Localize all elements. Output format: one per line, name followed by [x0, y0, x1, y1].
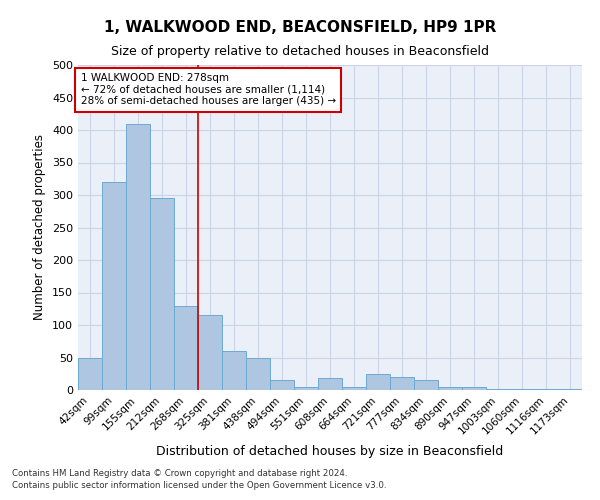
Y-axis label: Number of detached properties: Number of detached properties [34, 134, 46, 320]
Bar [486, 388, 510, 390]
Bar [150, 198, 174, 390]
X-axis label: Distribution of detached houses by size in Beaconsfield: Distribution of detached houses by size … [157, 444, 503, 458]
Bar [318, 378, 342, 390]
Bar [102, 182, 126, 390]
Bar [294, 387, 318, 390]
Bar [126, 124, 150, 390]
Bar [414, 380, 438, 390]
Text: Contains public sector information licensed under the Open Government Licence v3: Contains public sector information licen… [12, 481, 386, 490]
Bar [534, 388, 558, 390]
Text: Contains HM Land Registry data © Crown copyright and database right 2024.: Contains HM Land Registry data © Crown c… [12, 468, 347, 477]
Bar [246, 358, 270, 390]
Bar [342, 387, 366, 390]
Bar [462, 387, 486, 390]
Bar [558, 388, 582, 390]
Bar [510, 388, 534, 390]
Bar [198, 316, 222, 390]
Bar [390, 377, 414, 390]
Text: 1, WALKWOOD END, BEACONSFIELD, HP9 1PR: 1, WALKWOOD END, BEACONSFIELD, HP9 1PR [104, 20, 496, 35]
Text: Size of property relative to detached houses in Beaconsfield: Size of property relative to detached ho… [111, 45, 489, 58]
Bar [270, 380, 294, 390]
Text: 1 WALKWOOD END: 278sqm
← 72% of detached houses are smaller (1,114)
28% of semi-: 1 WALKWOOD END: 278sqm ← 72% of detached… [80, 73, 335, 106]
Bar [438, 387, 462, 390]
Bar [174, 306, 198, 390]
Bar [222, 351, 246, 390]
Bar [366, 374, 390, 390]
Bar [78, 358, 102, 390]
